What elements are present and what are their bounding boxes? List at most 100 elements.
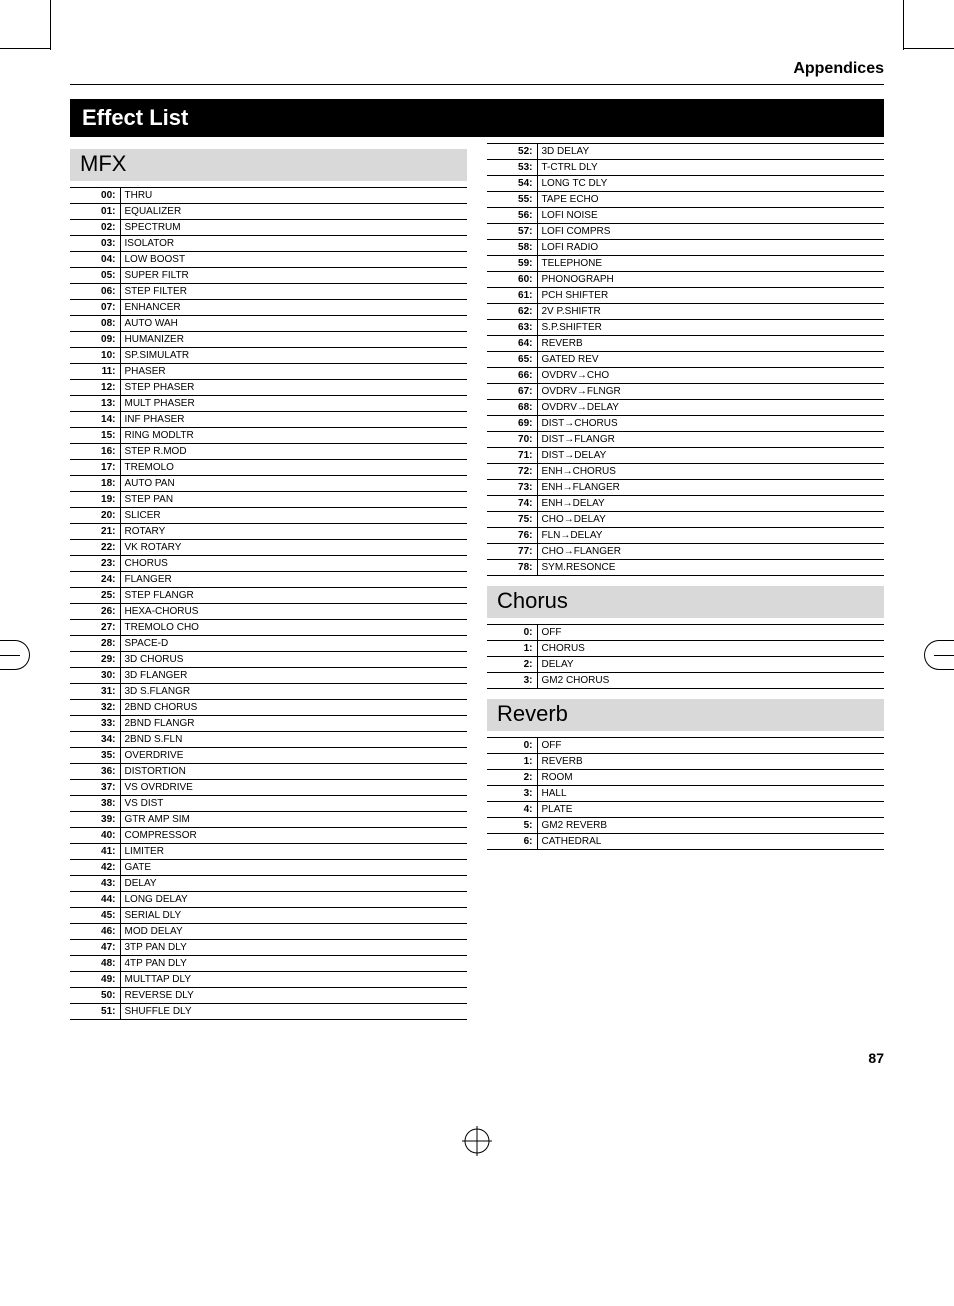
table-row: 49:MULTTAP DLY <box>70 972 467 988</box>
effect-name: OVERDRIVE <box>120 748 467 764</box>
effect-index: 52: <box>487 144 537 160</box>
effect-name: DIST→FLANGR <box>537 432 884 448</box>
effect-name: AUTO WAH <box>120 316 467 332</box>
effect-name: MULT PHASER <box>120 396 467 412</box>
effect-index: 28: <box>70 636 120 652</box>
effect-name: VS OVRDRIVE <box>120 780 467 796</box>
table-row: 10:SP.SIMULATR <box>70 348 467 364</box>
table-row: 07:ENHANCER <box>70 300 467 316</box>
effect-index: 48: <box>70 956 120 972</box>
table-row: 22:VK ROTARY <box>70 540 467 556</box>
table-row: 62:2V P.SHIFTR <box>487 304 884 320</box>
effect-name: TELEPHONE <box>537 256 884 272</box>
effect-name: LOFI NOISE <box>537 208 884 224</box>
effect-index: 33: <box>70 716 120 732</box>
effect-index: 3: <box>487 673 537 689</box>
effect-name: SYM.RESONCE <box>537 560 884 576</box>
effect-name: AUTO PAN <box>120 476 467 492</box>
effect-index: 01: <box>70 204 120 220</box>
effect-index: 11: <box>70 364 120 380</box>
table-row: 1:CHORUS <box>487 641 884 657</box>
effect-index: 64: <box>487 336 537 352</box>
table-row: 09:HUMANIZER <box>70 332 467 348</box>
effect-index: 54: <box>487 176 537 192</box>
effect-name: ISOLATOR <box>120 236 467 252</box>
effect-index: 14: <box>70 412 120 428</box>
effect-name: REVERB <box>537 754 884 770</box>
effect-name: TREMOLO CHO <box>120 620 467 636</box>
reverb-table: 0:OFF1:REVERB2:ROOM3:HALL4:PLATE5:GM2 RE… <box>487 737 884 850</box>
effect-name: LIMITER <box>120 844 467 860</box>
effect-name: PHASER <box>120 364 467 380</box>
table-row: 46:MOD DELAY <box>70 924 467 940</box>
effect-name: 4TP PAN DLY <box>120 956 467 972</box>
table-row: 56:LOFI NOISE <box>487 208 884 224</box>
effect-name: ENH→CHORUS <box>537 464 884 480</box>
effect-name: SP.SIMULATR <box>120 348 467 364</box>
effect-name: CATHEDRAL <box>537 834 884 850</box>
effect-name: SHUFFLE DLY <box>120 1004 467 1020</box>
table-row: 34:2BND S.FLN <box>70 732 467 748</box>
table-row: 16:STEP R.MOD <box>70 444 467 460</box>
effect-index: 16: <box>70 444 120 460</box>
effect-name: ROOM <box>537 770 884 786</box>
effect-index: 17: <box>70 460 120 476</box>
effect-name: OVDRV→FLNGR <box>537 384 884 400</box>
effect-name: INF PHASER <box>120 412 467 428</box>
table-row: 55:TAPE ECHO <box>487 192 884 208</box>
effect-index: 29: <box>70 652 120 668</box>
table-row: 41:LIMITER <box>70 844 467 860</box>
effect-index: 47: <box>70 940 120 956</box>
effect-name: 2V P.SHIFTR <box>537 304 884 320</box>
effect-name: 3D DELAY <box>537 144 884 160</box>
table-row: 25:STEP FLANGR <box>70 588 467 604</box>
effect-index: 40: <box>70 828 120 844</box>
effect-name: CHO→DELAY <box>537 512 884 528</box>
section-reverb: Reverb <box>487 699 884 731</box>
effect-index: 6: <box>487 834 537 850</box>
effect-name: VS DIST <box>120 796 467 812</box>
effect-name: PHONOGRAPH <box>537 272 884 288</box>
table-row: 6:CATHEDRAL <box>487 834 884 850</box>
table-row: 15:RING MODLTR <box>70 428 467 444</box>
effect-index: 57: <box>487 224 537 240</box>
title-effect-list: Effect List <box>70 99 884 137</box>
effect-name: 3D S.FLANGR <box>120 684 467 700</box>
effect-index: 62: <box>487 304 537 320</box>
effect-index: 00: <box>70 188 120 204</box>
effect-index: 55: <box>487 192 537 208</box>
table-row: 48:4TP PAN DLY <box>70 956 467 972</box>
table-row: 19:STEP PAN <box>70 492 467 508</box>
effect-index: 08: <box>70 316 120 332</box>
effect-index: 43: <box>70 876 120 892</box>
table-row: 13:MULT PHASER <box>70 396 467 412</box>
effect-name: S.P.SHIFTER <box>537 320 884 336</box>
table-row: 20:SLICER <box>70 508 467 524</box>
effect-index: 30: <box>70 668 120 684</box>
effect-name: THRU <box>120 188 467 204</box>
table-row: 24:FLANGER <box>70 572 467 588</box>
effect-index: 4: <box>487 802 537 818</box>
effect-index: 56: <box>487 208 537 224</box>
effect-name: DELAY <box>537 657 884 673</box>
table-row: 45:SERIAL DLY <box>70 908 467 924</box>
effect-name: ROTARY <box>120 524 467 540</box>
effect-index: 32: <box>70 700 120 716</box>
effect-name: HEXA-CHORUS <box>120 604 467 620</box>
effect-index: 2: <box>487 770 537 786</box>
effect-name: DIST→CHORUS <box>537 416 884 432</box>
effect-index: 74: <box>487 496 537 512</box>
effect-index: 3: <box>487 786 537 802</box>
effect-index: 5: <box>487 818 537 834</box>
table-row: 3:GM2 CHORUS <box>487 673 884 689</box>
effect-index: 38: <box>70 796 120 812</box>
effect-name: STEP R.MOD <box>120 444 467 460</box>
table-row: 03:ISOLATOR <box>70 236 467 252</box>
effect-index: 1: <box>487 754 537 770</box>
effect-index: 04: <box>70 252 120 268</box>
effect-index: 67: <box>487 384 537 400</box>
effect-name: 2BND S.FLN <box>120 732 467 748</box>
effect-name: FLANGER <box>120 572 467 588</box>
effect-index: 39: <box>70 812 120 828</box>
effect-name: SUPER FILTR <box>120 268 467 284</box>
